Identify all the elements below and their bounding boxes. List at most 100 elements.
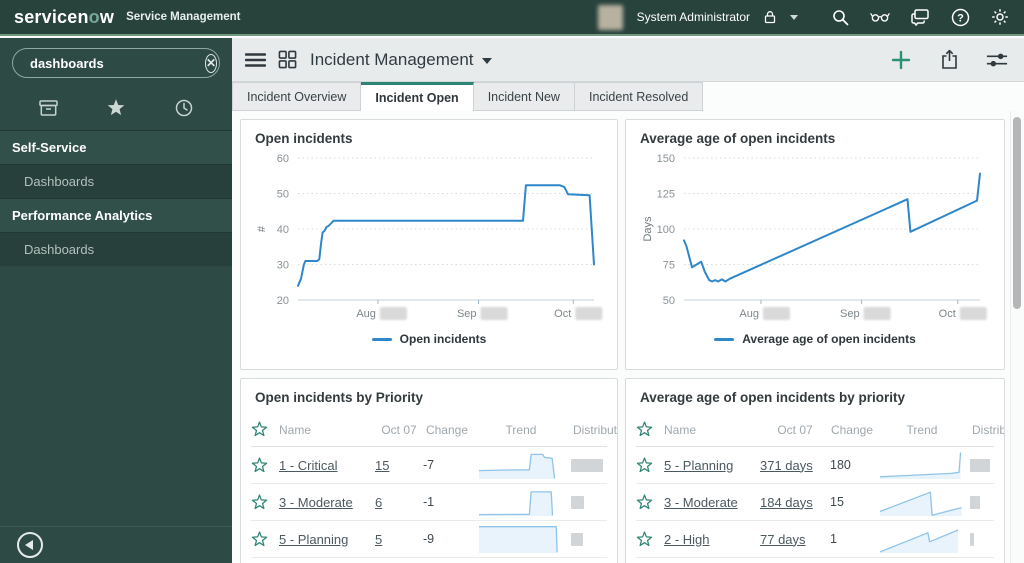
panel-open-incidents-by-priority: Open incidents by Priority Name Oct 07 Cha… xyxy=(240,378,618,563)
table-header-row: Name Oct 07 Change Trend Distribution xyxy=(636,413,1004,447)
svg-text:20: 20 xyxy=(277,295,289,307)
average-age-priority-table: Name Oct 07 Change Trend Distribution 5 - Pla… xyxy=(626,409,1004,558)
toolbar-actions xyxy=(890,49,1008,71)
tab-incident-open[interactable]: Incident Open xyxy=(361,82,474,111)
dashboard-picker-caret-icon[interactable] xyxy=(481,57,492,64)
favorites-column-star-icon xyxy=(636,421,664,438)
distribution-cell xyxy=(970,495,994,509)
svg-text:30: 30 xyxy=(277,260,289,272)
dashboard-controls-sliders-icon[interactable] xyxy=(986,49,1008,71)
navigator-search-row: ✕ xyxy=(0,38,232,86)
favorite-star-icon[interactable] xyxy=(636,530,664,548)
nav-item-self-service-dashboards[interactable]: Dashboards xyxy=(0,164,232,198)
trend-sparkline[interactable] xyxy=(874,524,970,554)
tab-incident-new[interactable]: Incident New xyxy=(473,82,575,111)
favorite-star-icon[interactable] xyxy=(251,456,279,474)
table-row: 3 - Moderate 6 -1 xyxy=(251,484,607,521)
change-value: 1 xyxy=(830,532,837,546)
indicator-name-link[interactable]: 3 - Moderate xyxy=(664,494,738,510)
svg-text:Aug: Aug xyxy=(356,308,376,320)
column-header[interactable]: Distribution xyxy=(573,422,618,437)
dashboard-title[interactable]: Incident Management xyxy=(310,49,474,69)
dashboard-grid-icon[interactable] xyxy=(276,49,298,71)
panel-average-age-by-priority: Average age of open incidents by priorit… xyxy=(625,378,1005,563)
tab-incident-overview[interactable]: Incident Overview xyxy=(232,82,362,111)
all-applications-tab-icon[interactable] xyxy=(38,98,59,118)
trend-sparkline[interactable] xyxy=(471,450,571,480)
navigator-search-box[interactable]: ✕ xyxy=(12,48,220,78)
svg-text:Sep: Sep xyxy=(457,308,477,320)
indicator-value-link[interactable]: 77 days xyxy=(760,531,806,547)
column-header[interactable]: Oct 07 xyxy=(777,422,813,437)
panel-title: Average age of open incidents by priorit… xyxy=(640,390,906,405)
column-header[interactable]: Trend xyxy=(505,422,537,437)
open-incidents-line-chart[interactable]: 20 30 40 50 60 Aug Sep Oct # xyxy=(241,150,617,328)
favorite-star-icon[interactable] xyxy=(251,493,279,511)
table-row: 2 - High 77 days 1 xyxy=(636,521,994,558)
servicenow-logo[interactable]: servicenow xyxy=(14,7,114,28)
indicator-name-link[interactable]: 5 - Planning xyxy=(279,531,349,547)
impersonate-glasses-icon[interactable] xyxy=(870,7,890,27)
favorites-tab-icon[interactable] xyxy=(106,98,126,118)
column-header[interactable]: Change xyxy=(425,422,469,437)
help-icon[interactable]: ? xyxy=(950,7,970,27)
svg-text:150: 150 xyxy=(657,153,675,165)
favorite-star-icon[interactable] xyxy=(636,493,664,511)
panel-title: Open incidents xyxy=(255,131,353,146)
indicator-value-link[interactable]: 184 days xyxy=(760,494,813,510)
lock-icon[interactable] xyxy=(760,7,780,27)
history-tab-icon[interactable] xyxy=(174,98,194,118)
indicator-value-link[interactable]: 6 xyxy=(375,494,383,510)
indicator-name-link[interactable]: 1 - Critical xyxy=(279,457,338,473)
content-scrollbar-track[interactable] xyxy=(1010,111,1024,563)
nav-item-pa-dashboards[interactable]: Dashboards xyxy=(0,232,232,266)
indicator-value-link[interactable]: 371 days xyxy=(760,457,813,473)
trend-sparkline[interactable] xyxy=(471,487,571,517)
svg-text:125: 125 xyxy=(657,189,675,201)
clear-search-icon[interactable]: ✕ xyxy=(205,53,218,73)
indicator-value-link[interactable]: 5 xyxy=(375,531,383,547)
svg-text:Aug: Aug xyxy=(739,308,759,320)
favorite-star-icon[interactable] xyxy=(636,456,664,474)
user-menu-caret-icon[interactable] xyxy=(790,14,798,20)
table-header-row: Name Oct 07 Change Trend Distribution xyxy=(251,413,617,447)
user-name[interactable]: System Administrator xyxy=(636,10,750,24)
column-header[interactable]: Oct 07 xyxy=(381,422,417,437)
column-header[interactable]: Distribution xyxy=(972,422,1004,437)
trend-sparkline[interactable] xyxy=(471,524,571,554)
hamburger-menu-icon[interactable] xyxy=(244,49,266,71)
add-widget-button[interactable] xyxy=(890,49,912,71)
favorite-star-icon[interactable] xyxy=(251,530,279,548)
content-scrollbar-thumb[interactable] xyxy=(1013,117,1021,309)
column-header[interactable]: Name xyxy=(664,422,697,437)
indicator-value-link[interactable]: 15 xyxy=(375,457,390,473)
column-header[interactable]: Name xyxy=(279,422,312,437)
tab-incident-resolved[interactable]: Incident Resolved xyxy=(574,82,704,111)
trend-sparkline[interactable] xyxy=(874,487,970,517)
column-header[interactable]: Change xyxy=(830,422,874,437)
user-avatar[interactable] xyxy=(597,4,623,30)
settings-gear-icon[interactable] xyxy=(990,7,1010,27)
indicator-name-link[interactable]: 2 - High xyxy=(664,531,710,547)
indicator-name-link[interactable]: 3 - Moderate xyxy=(279,494,353,510)
svg-text:50: 50 xyxy=(663,295,675,307)
application-navigator: ✕ Self-Service Dashboards Performance An… xyxy=(0,38,232,563)
indicator-name-link[interactable]: 5 - Planning xyxy=(664,457,734,473)
search-icon[interactable] xyxy=(830,7,850,27)
favorites-column-star-icon xyxy=(251,421,279,438)
table-row: 1 - Critical 15 -7 xyxy=(251,447,607,484)
sidebar-divider xyxy=(0,526,232,527)
legend-line-swatch xyxy=(714,337,735,341)
navigator-search-input[interactable] xyxy=(30,55,205,71)
share-export-icon[interactable] xyxy=(938,49,960,71)
collapse-sidebar-button[interactable] xyxy=(17,532,43,558)
conversations-icon[interactable] xyxy=(910,7,930,27)
trend-sparkline[interactable] xyxy=(874,450,970,480)
table-row: 3 - Moderate 184 days 15 xyxy=(636,484,994,521)
svg-text:Sep: Sep xyxy=(840,308,860,320)
average-age-line-chart[interactable]: 50 75 100 125 150 Aug Sep Oct Days xyxy=(626,150,1004,328)
distribution-bar xyxy=(970,495,980,509)
column-header[interactable]: Trend xyxy=(906,422,938,437)
legend-label: Open incidents xyxy=(399,332,487,346)
